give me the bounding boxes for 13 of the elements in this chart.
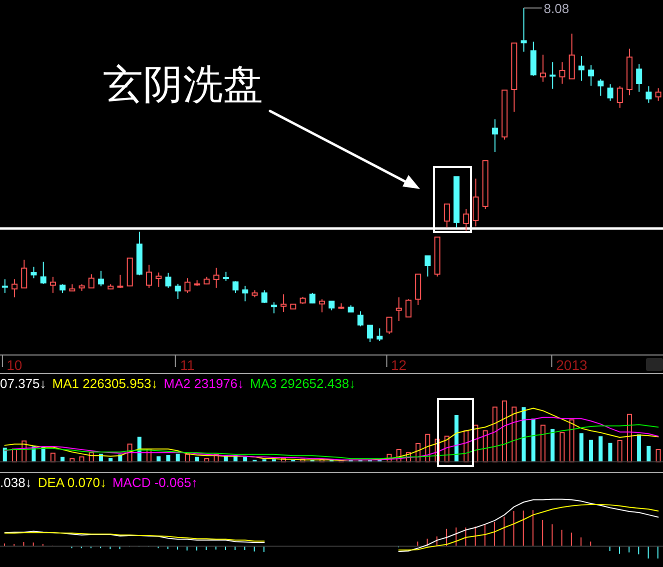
text: MA2 231976↓ [164, 376, 244, 391]
text: 07.375↓ [0, 376, 46, 391]
annotation: 玄阴洗盘 [103, 62, 263, 108]
text: MA1 226305.953↓ [52, 376, 158, 391]
text: MA3 292652.438↓ [250, 376, 356, 391]
x-tick-label: 10 [6, 357, 22, 373]
text: .038↓ [0, 475, 32, 490]
x-tick-label: 2013 [556, 357, 588, 373]
text: DEA 0.070↓ [38, 475, 106, 490]
text: MACD -0.065↑ [112, 475, 198, 490]
annotation: 8.08 [544, 1, 570, 16]
x-tick-label: 12 [390, 357, 407, 373]
x-tick-label: 11 [180, 357, 195, 373]
